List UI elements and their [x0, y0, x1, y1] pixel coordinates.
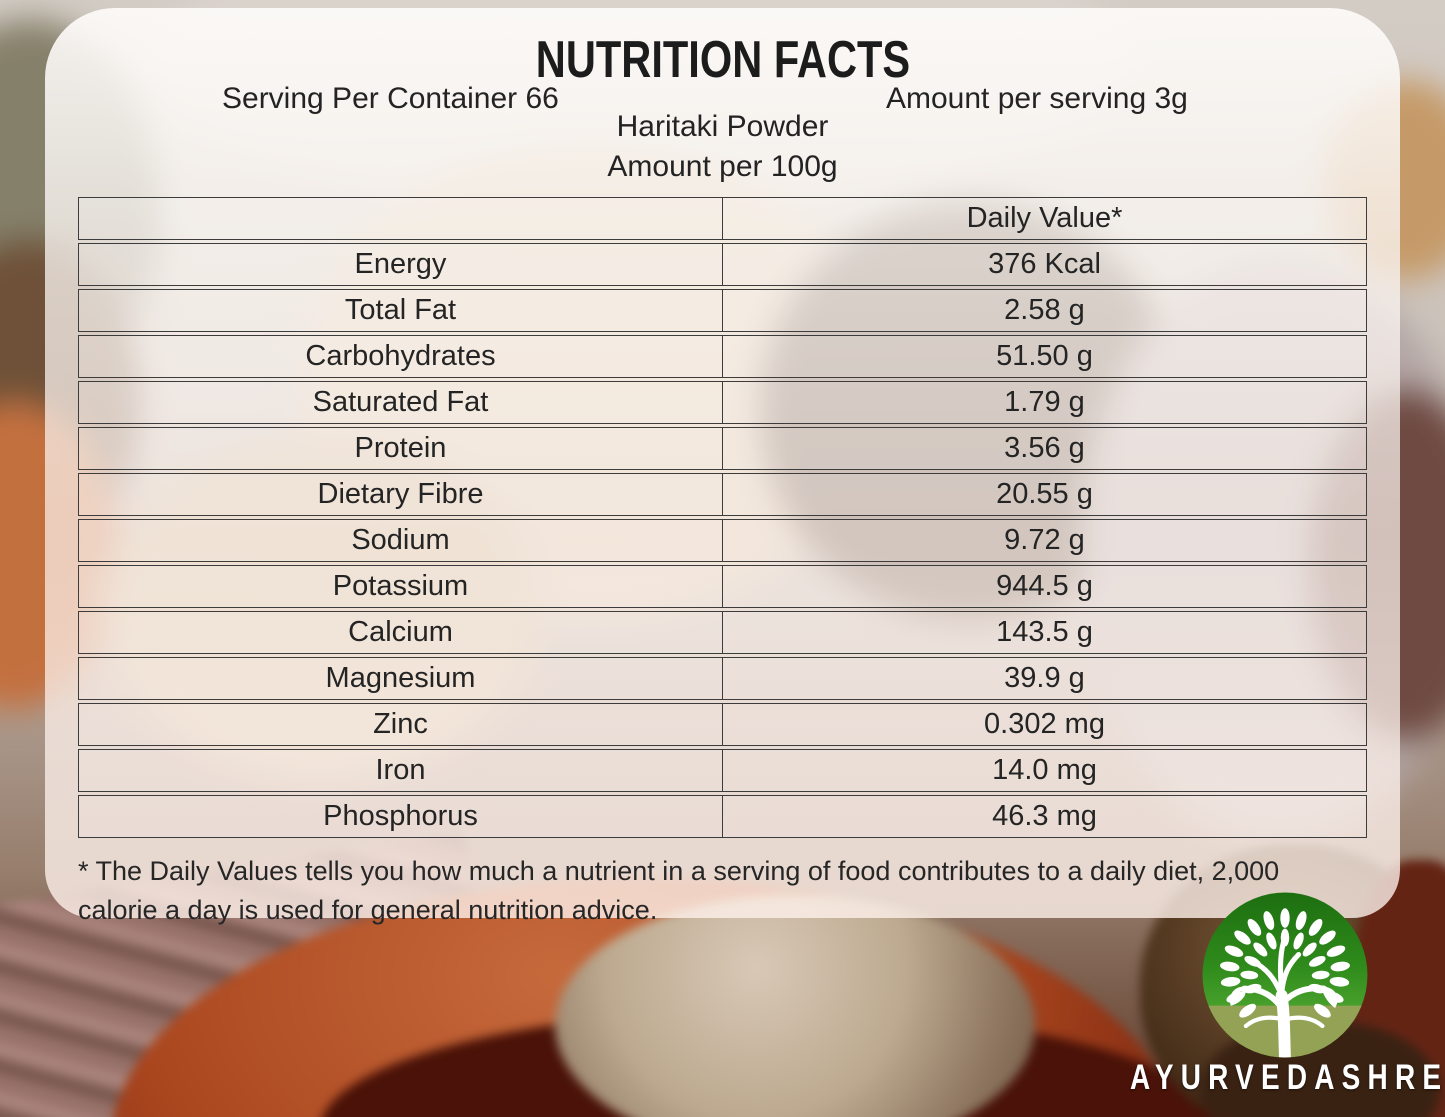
page-title-text: NUTRITION FACTS — [535, 31, 910, 89]
nutrient-value: 0.302 mg — [984, 708, 1105, 740]
nutrition-table: Daily Value* Energy 376 Kcal Total Fat 2.58… — [78, 197, 1367, 841]
table-row: Protein 3.56 g — [78, 427, 1367, 470]
serving-per-container: Serving Per Container 66 — [222, 82, 559, 115]
nutrient-value: 3.56 g — [1004, 432, 1085, 464]
nutrient-label: Magnesium — [79, 658, 723, 699]
nutrient-label: Protein — [79, 428, 723, 469]
daily-value-header: Daily Value* — [966, 202, 1123, 234]
table-row: Potassium 944.5 g — [78, 565, 1367, 608]
nutrient-label: Carbohydrates — [79, 336, 723, 377]
nutrient-label: Iron — [79, 750, 723, 791]
nutrient-value: 20.55 g — [996, 478, 1093, 510]
product-name: Haritaki Powder — [616, 110, 829, 143]
nutrient-value: 143.5 g — [996, 616, 1093, 648]
table-row: Zinc 0.302 mg — [78, 703, 1367, 746]
table-row: Energy 376 Kcal — [78, 243, 1367, 286]
nutrient-label: Zinc — [79, 704, 723, 745]
header-empty-cell — [79, 198, 723, 239]
nutrient-label: Saturated Fat — [79, 382, 723, 423]
table-header-row: Daily Value* — [78, 197, 1367, 240]
table-row: Magnesium 39.9 g — [78, 657, 1367, 700]
table-row: Phosphorus 46.3 mg — [78, 795, 1367, 838]
photo-fruit-bottom-center — [555, 895, 1035, 1117]
nutrient-value: 2.58 g — [1004, 294, 1085, 326]
nutrient-label: Sodium — [79, 520, 723, 561]
table-row: Dietary Fibre 20.55 g — [78, 473, 1367, 516]
amount-basis: Amount per 100g — [607, 150, 838, 183]
nutrient-value: 39.9 g — [1004, 662, 1085, 694]
tree-icon — [1202, 892, 1368, 1058]
table-row: Total Fat 2.58 g — [78, 289, 1367, 332]
nutrient-value: 376 Kcal — [988, 248, 1101, 280]
table-row: Calcium 143.5 g — [78, 611, 1367, 654]
amount-per-serving: Amount per serving 3g — [886, 82, 1188, 115]
nutrient-value: 46.3 mg — [992, 800, 1097, 832]
nutrient-value: 1.79 g — [1004, 386, 1085, 418]
table-row: Iron 14.0 mg — [78, 749, 1367, 792]
daily-value-footnote: * The Daily Values tells you how much a … — [78, 856, 1280, 925]
nutrient-label: Calcium — [79, 612, 723, 653]
page-title: NUTRITION FACTS — [45, 30, 1400, 90]
nutrient-label: Total Fat — [79, 290, 723, 331]
table-row: Carbohydrates 51.50 g — [78, 335, 1367, 378]
nutrient-value: 944.5 g — [996, 570, 1093, 602]
brand-name: AYURVEDASHREE — [1130, 1058, 1445, 1097]
table-row: Sodium 9.72 g — [78, 519, 1367, 562]
table-body: Energy 376 Kcal Total Fat 2.58 g Carbohydrat… — [78, 243, 1367, 838]
nutrient-label: Potassium — [79, 566, 723, 607]
table-row: Saturated Fat 1.79 g — [78, 381, 1367, 424]
nutrient-label: Phosphorus — [79, 796, 723, 837]
nutrient-value: 51.50 g — [996, 340, 1093, 372]
nutrient-label: Dietary Fibre — [79, 474, 723, 515]
nutrient-value: 14.0 mg — [992, 754, 1097, 786]
label-panel: NUTRITION FACTS Serving Per Container 66… — [45, 8, 1400, 925]
brand-logo — [1200, 890, 1370, 1060]
nutrient-value: 9.72 g — [1004, 524, 1085, 556]
nutrient-label: Energy — [79, 244, 723, 285]
